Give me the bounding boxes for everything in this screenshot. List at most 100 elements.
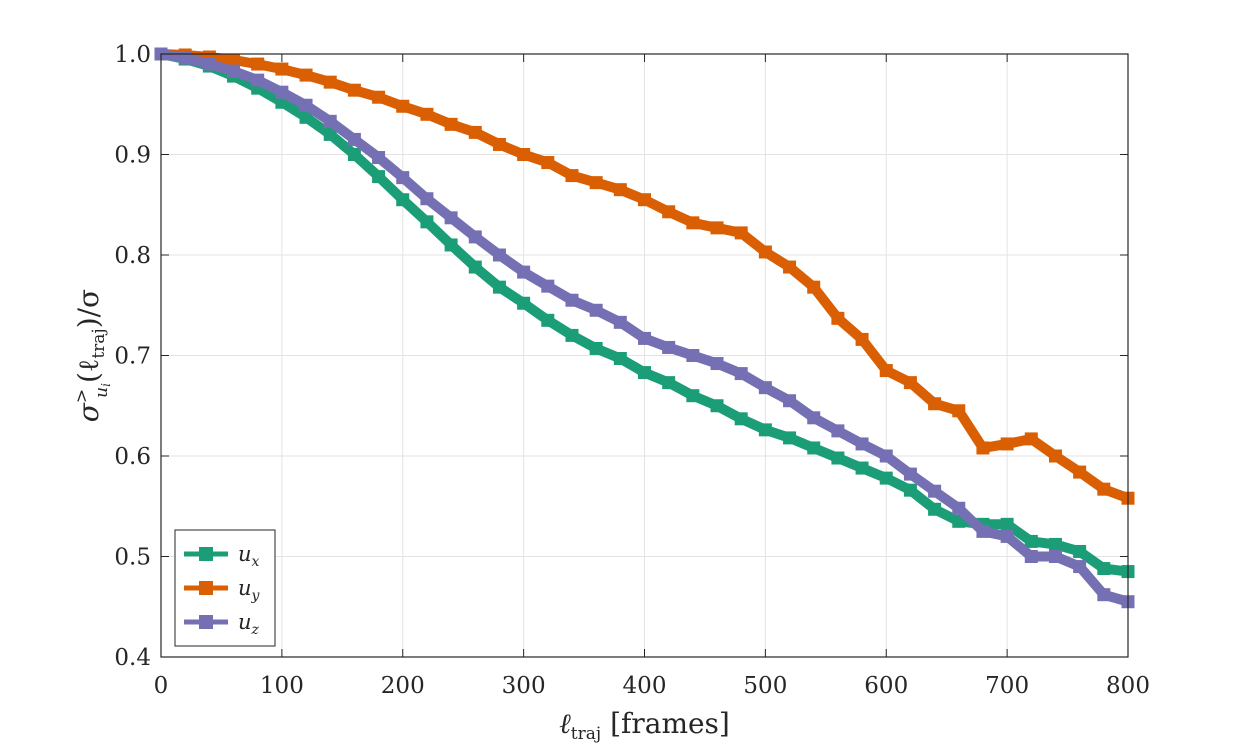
data-point-u_x <box>734 412 748 426</box>
data-point-u_z <box>903 467 917 481</box>
data-point-u_y <box>638 193 651 207</box>
ticks: 0 100 200 300 400 500 600 700 800 0.4 0.5 0.6 0.7 0.8… <box>114 42 1150 699</box>
data-point-u_x <box>517 296 531 310</box>
data-point-u_z <box>928 484 942 498</box>
x-tick-label: 400 <box>623 673 667 699</box>
data-point-u_z <box>831 424 845 438</box>
legend-label: uy <box>238 576 261 604</box>
data-point-u_y <box>468 125 482 139</box>
y-axis-label-sigma: σ <box>72 402 105 422</box>
x-axis-label-main: ℓ <box>559 707 571 740</box>
data-point-u_z <box>541 279 555 293</box>
data-point-u_y <box>251 57 265 71</box>
data-point-u_x <box>831 451 845 465</box>
series-u_y <box>154 47 1135 505</box>
data-point-u_x <box>638 366 651 380</box>
data-point-u_x <box>1097 562 1111 576</box>
data-point-u_z <box>202 57 216 71</box>
data-point-u_z <box>565 293 579 307</box>
data-point-u_x <box>1024 534 1038 548</box>
data-point-u_y <box>831 311 845 325</box>
data-point-u_z <box>879 449 893 463</box>
legend-swatch-marker <box>199 581 213 595</box>
data-point-u_z <box>976 524 990 538</box>
x-tick-label: 600 <box>864 673 908 699</box>
y-tick-label: 0.8 <box>114 243 151 269</box>
x-tick-label: 800 <box>1106 673 1150 699</box>
y-axis-label-close: )/σ <box>72 289 105 328</box>
legend-label-sub: x <box>252 554 260 570</box>
series-u_z <box>154 47 1135 609</box>
data-point-u_x <box>323 127 337 141</box>
legend-swatch-marker <box>199 615 213 629</box>
data-point-u_y <box>420 107 434 121</box>
y-tick-label: 0.6 <box>114 444 151 470</box>
legend-label: uz <box>238 610 260 638</box>
data-point-u_x <box>662 376 676 390</box>
data-point-u_z <box>1000 529 1014 543</box>
data-point-u_z <box>734 367 748 381</box>
data-point-u_z <box>638 331 651 345</box>
data-point-u_x <box>879 471 893 485</box>
y-axis-label: σ>ui(ℓtraj)/σ <box>72 289 113 422</box>
data-point-u_y <box>1000 437 1014 451</box>
data-point-u_y <box>396 99 410 113</box>
data-point-u_z <box>686 349 700 362</box>
data-point-u_z <box>952 501 966 515</box>
data-point-u_y <box>855 332 869 346</box>
data-point-u_z <box>1073 560 1087 574</box>
data-point-u_z <box>807 411 821 425</box>
x-axis-label-unit: [frames] <box>601 707 730 740</box>
data-point-u_x <box>299 110 313 124</box>
data-point-u_z <box>468 230 482 244</box>
data-point-u_z <box>227 64 241 78</box>
data-point-u_x <box>903 483 917 497</box>
data-point-u_z <box>855 437 869 451</box>
data-point-u_x <box>420 215 434 229</box>
data-point-u_z <box>251 73 265 87</box>
data-point-u_x <box>492 280 506 294</box>
data-point-u_x <box>855 461 869 475</box>
data-point-u_y <box>517 148 531 161</box>
data-point-u_x <box>807 441 821 455</box>
data-point-u_x <box>710 399 724 413</box>
y-tick-label: 0.4 <box>114 645 151 671</box>
series-layer <box>154 47 1135 609</box>
data-point-u_y <box>1024 432 1038 446</box>
data-point-u_y <box>589 176 603 190</box>
data-point-u_y <box>662 205 676 219</box>
data-point-u_z <box>1048 550 1062 563</box>
data-point-u_z <box>444 211 458 225</box>
data-point-u_z <box>1097 588 1111 602</box>
data-point-u_z <box>589 303 603 317</box>
data-point-u_y <box>444 117 458 131</box>
data-point-u_z <box>299 98 313 112</box>
data-point-u_y <box>952 404 966 418</box>
data-point-u_x <box>613 352 627 366</box>
data-point-u_y <box>710 221 724 235</box>
y-tick-label: 0.9 <box>114 143 151 169</box>
data-point-u_y <box>227 53 241 67</box>
legend-label-sub: y <box>251 588 261 604</box>
data-point-u_z <box>783 394 797 408</box>
data-point-u_z <box>275 85 289 99</box>
x-axis-label: ℓtraj [frames] <box>559 707 730 744</box>
data-point-u_x <box>372 170 386 184</box>
legend-item-u_z: uz <box>184 610 260 638</box>
data-point-u_z <box>347 132 361 146</box>
y-axis-label-sub: u <box>92 387 112 398</box>
x-tick-label: 100 <box>260 673 304 699</box>
data-point-u_x <box>541 313 555 327</box>
legend-label-main: u <box>238 576 252 600</box>
data-point-u_x <box>444 238 458 252</box>
x-tick-label: 0 <box>154 673 169 699</box>
data-point-u_y <box>347 83 361 97</box>
data-point-u_y <box>976 441 990 455</box>
legend-label-sub: z <box>251 622 260 638</box>
data-point-u_x <box>758 423 772 437</box>
legend-label-main: u <box>238 542 252 566</box>
legend-label-main: u <box>238 610 252 634</box>
data-point-u_x <box>396 193 410 207</box>
data-point-u_z <box>323 114 337 128</box>
